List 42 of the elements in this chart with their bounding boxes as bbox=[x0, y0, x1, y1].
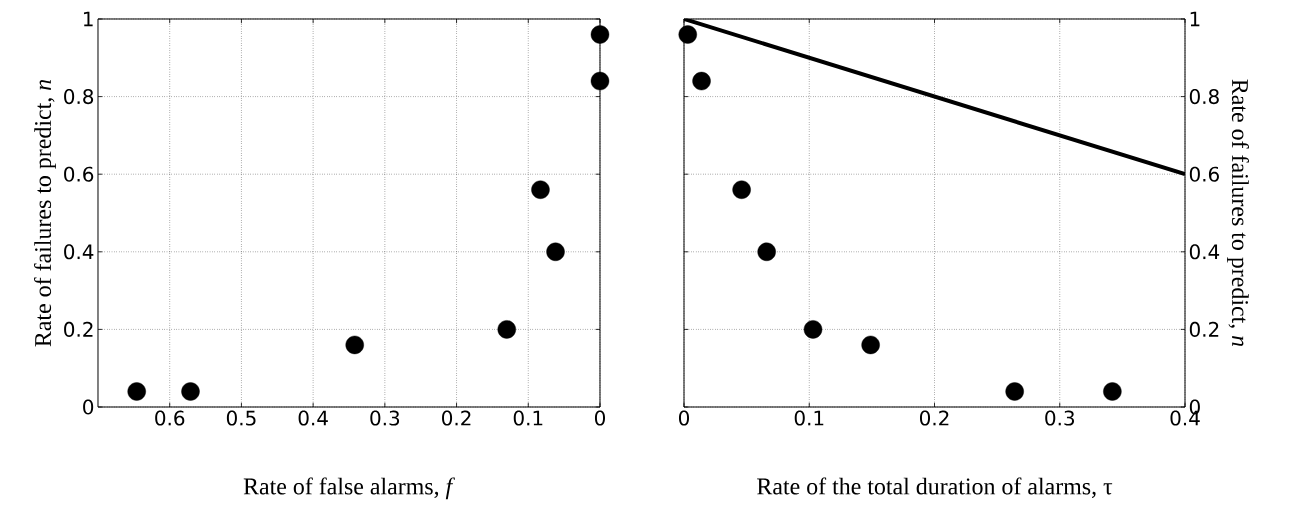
point bbox=[546, 242, 565, 261]
point bbox=[692, 71, 711, 91]
x-tick-label: 0 bbox=[678, 410, 690, 426]
x-axis-title: Rate of the total duration of alarms, τ bbox=[757, 477, 1113, 498]
x-tick-label: 0.6 bbox=[155, 410, 185, 426]
point bbox=[345, 335, 364, 355]
point bbox=[590, 25, 610, 44]
y2-tick-label: 0.2 bbox=[1189, 321, 1219, 337]
y2-axis-title: Rate of failures to predict, n bbox=[1227, 79, 1249, 347]
point bbox=[127, 382, 146, 401]
point bbox=[497, 320, 516, 339]
point bbox=[757, 242, 776, 261]
y2-tick-label: 0.6 bbox=[1189, 166, 1219, 182]
x-tick-label: 0.3 bbox=[370, 410, 400, 426]
point bbox=[1103, 382, 1122, 401]
x-tick-label: 0.3 bbox=[1045, 410, 1074, 426]
x-tick-label: 0.2 bbox=[442, 410, 471, 426]
x-tick-label: 0.2 bbox=[919, 410, 949, 426]
point bbox=[678, 25, 697, 44]
y2-tick-label: 0.8 bbox=[1189, 89, 1219, 105]
y-tick-label: 0.6 bbox=[64, 166, 94, 182]
point bbox=[861, 335, 880, 355]
x-tick-label: 0 bbox=[594, 410, 606, 426]
y2-tick-label: 0.4 bbox=[1189, 244, 1220, 260]
y-axis-title: Rate of failures to predict, n bbox=[34, 79, 56, 347]
x-tick-label: 0.1 bbox=[794, 410, 824, 426]
point bbox=[732, 180, 751, 199]
x-tick-label: 0.5 bbox=[226, 410, 256, 426]
y-tick-label: 0.2 bbox=[64, 321, 93, 337]
point bbox=[1005, 382, 1024, 401]
point bbox=[803, 320, 823, 339]
x-axis-title: Rate of false alarms, f bbox=[243, 477, 455, 500]
y-tick-label: 0.8 bbox=[64, 89, 94, 105]
y-tick-label: 0 bbox=[83, 399, 94, 415]
point bbox=[181, 382, 200, 401]
y2-tick-label: 1 bbox=[1190, 11, 1200, 27]
point bbox=[590, 71, 610, 91]
point bbox=[531, 180, 550, 199]
x-tick-label: 0.4 bbox=[298, 410, 328, 426]
y-tick-label: 1 bbox=[83, 11, 93, 27]
y-tick-label: 0.4 bbox=[64, 244, 94, 260]
x-tick-label: 0.1 bbox=[513, 410, 543, 426]
